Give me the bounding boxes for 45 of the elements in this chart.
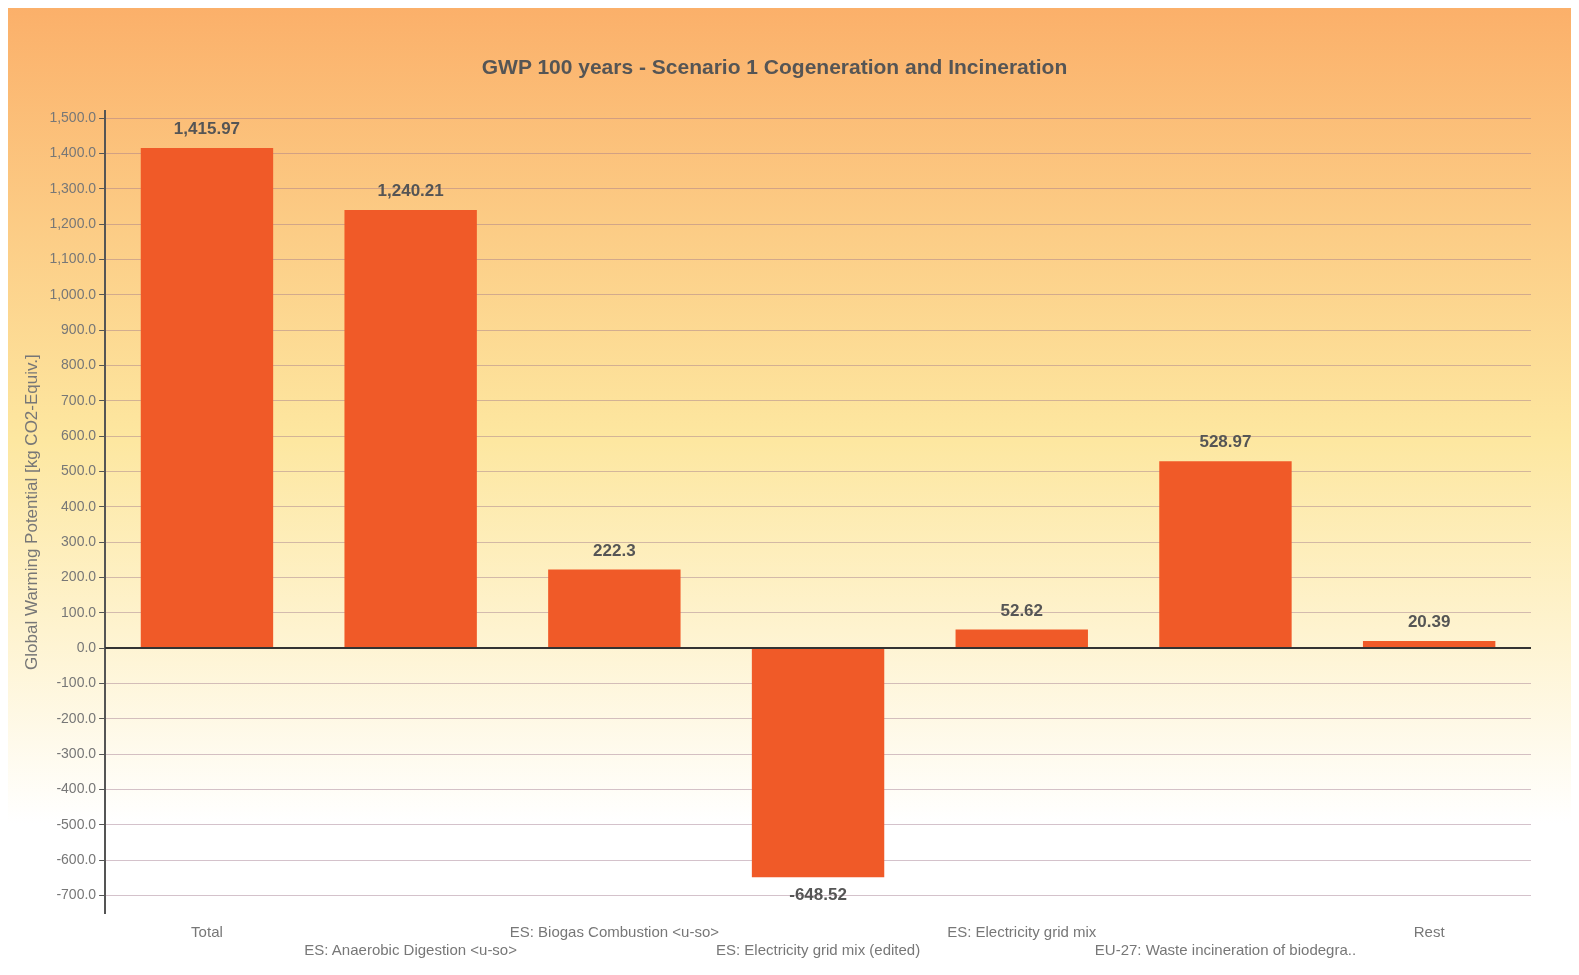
y-tick-label: 1,400.0 — [49, 144, 97, 161]
y-tick-label: 200.0 — [61, 568, 97, 585]
y-tick-label: -100.0 — [56, 674, 97, 691]
y-tick-label: -600.0 — [56, 850, 97, 867]
y-tick-label: 800.0 — [61, 356, 97, 373]
y-tick-label: -200.0 — [56, 709, 97, 726]
y-tick-label: 600.0 — [61, 427, 97, 444]
bar — [1159, 461, 1292, 648]
y-tick-label: 300.0 — [61, 532, 97, 549]
bar — [344, 210, 477, 648]
y-tick-label: 1,300.0 — [49, 179, 97, 196]
y-tick-label: 700.0 — [61, 391, 97, 408]
data-label: 20.39 — [1407, 612, 1451, 632]
data-label: 52.62 — [1000, 600, 1044, 620]
y-tick-label: 0.0 — [76, 638, 97, 655]
data-label: -648.52 — [789, 885, 847, 905]
bar — [955, 629, 1088, 648]
y-tick-label: 1,000.0 — [49, 285, 97, 302]
bar — [751, 648, 885, 878]
y-tick-label: 1,500.0 — [49, 109, 97, 126]
chart-title: GWP 100 years - Scenario 1 Cogeneration and Incineration — [481, 55, 1068, 79]
y-tick-label: -400.0 — [56, 780, 97, 797]
x-tick-label: ES: Electricity grid mix — [947, 923, 1097, 941]
y-axis-title: Global Warming Potential [kg CO2-Equiv.] — [21, 354, 41, 670]
y-tick-label: -700.0 — [56, 886, 97, 903]
x-tick-label: Total — [191, 923, 223, 941]
x-tick-label: ES: Anaerobic Digestion <u-so> — [304, 941, 518, 959]
data-label: 222.3 — [593, 540, 636, 560]
y-tick-label: 1,100.0 — [49, 250, 97, 267]
y-tick-label: -300.0 — [56, 744, 97, 761]
data-label: 1,240.21 — [377, 181, 444, 201]
data-label: 528.97 — [1199, 432, 1252, 452]
data-label: 1,415.97 — [173, 119, 241, 139]
y-tick-label: -500.0 — [56, 815, 97, 832]
y-tick-label: 400.0 — [61, 497, 97, 514]
bar — [548, 569, 681, 648]
y-tick-label: 900.0 — [61, 321, 97, 338]
x-tick-label: ES: Biogas Combustion <u-so> — [509, 923, 720, 941]
x-tick-label: Rest — [1413, 923, 1446, 941]
y-tick-label: 1,200.0 — [49, 215, 97, 232]
y-tick-label: 100.0 — [61, 603, 97, 620]
x-tick-label: ES: Electricity grid mix (edited) — [715, 941, 921, 959]
bar — [140, 147, 274, 648]
x-tick-label: EU-27: Waste incineration of biodegra.. — [1094, 941, 1357, 959]
y-tick-label: 500.0 — [61, 462, 97, 479]
